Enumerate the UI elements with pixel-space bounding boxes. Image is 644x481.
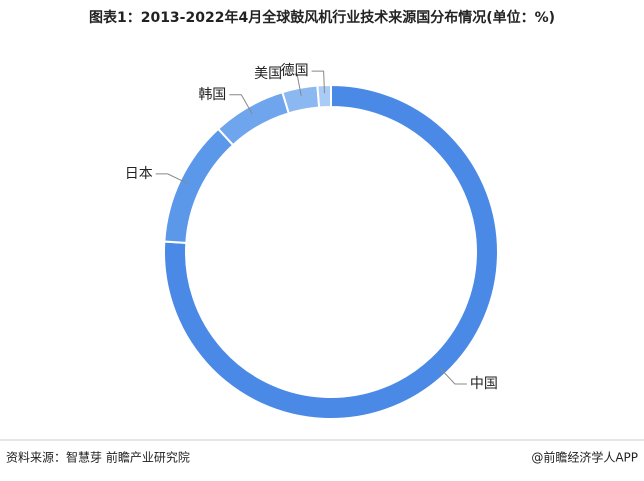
- slice-label: 德国: [281, 63, 309, 79]
- donut-segment: [281, 84, 321, 115]
- credit: @前瞻经济学人APP: [531, 450, 638, 465]
- donut-segment: [163, 127, 235, 244]
- donut-segment: [316, 83, 332, 109]
- slice-label: 美国: [254, 66, 282, 82]
- leader-line: [439, 367, 467, 385]
- slice-label: 中国: [470, 376, 498, 392]
- chart-title: 图表1：2013-2022年4月全球鼓风机行业技术来源国分布情况(单位：%): [89, 9, 555, 26]
- donut-segment: [216, 90, 291, 147]
- leader-line: [311, 70, 326, 94]
- slice-label: 韩国: [198, 87, 226, 103]
- leader-line: [285, 73, 302, 96]
- donut-segment: [163, 83, 499, 420]
- leader-line: [229, 94, 253, 115]
- slice-label: 日本: [125, 166, 153, 182]
- leader-line: [155, 173, 188, 184]
- source: 资料来源：智慧芽 前瞻产业研究院: [6, 450, 190, 465]
